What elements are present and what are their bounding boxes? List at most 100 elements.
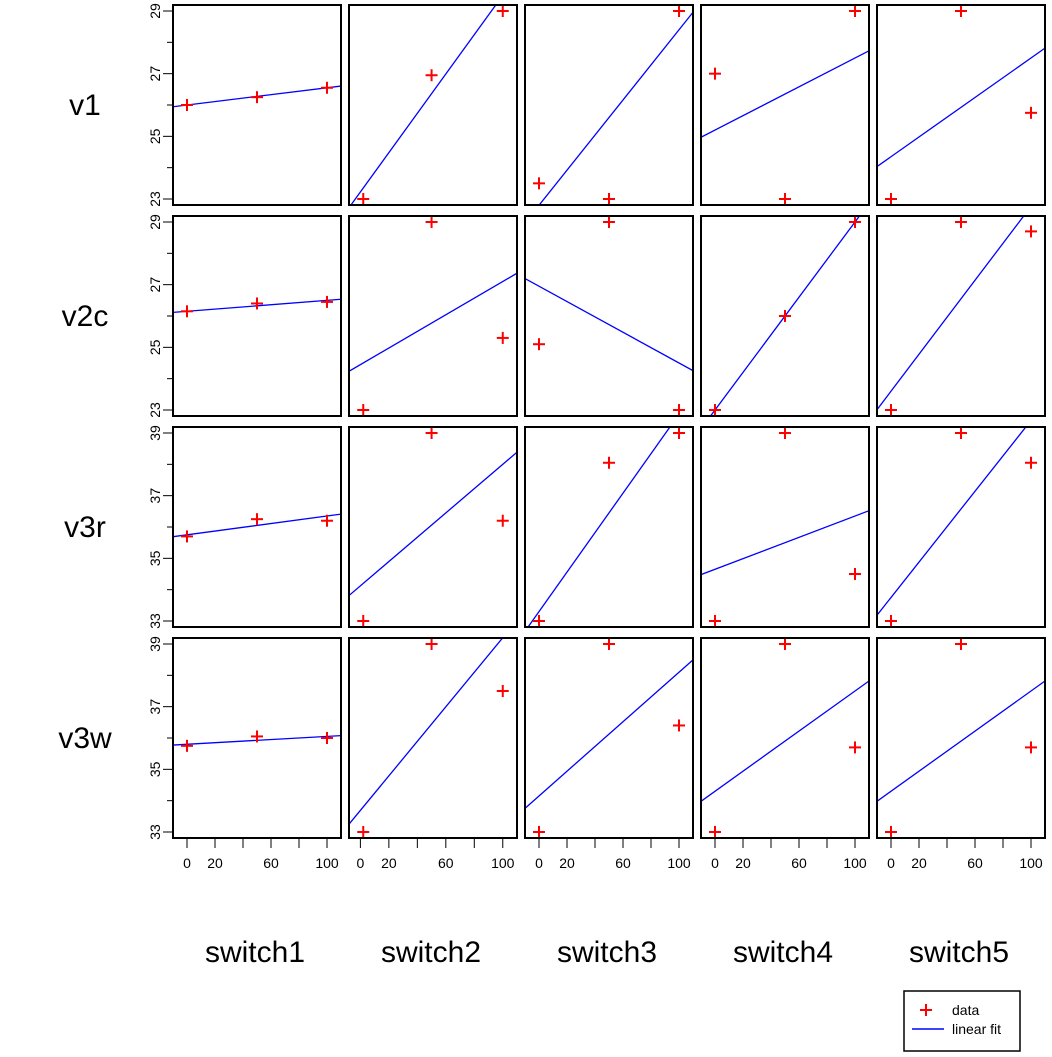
legend-entry-data: data: [920, 1002, 979, 1018]
data-point: [885, 193, 897, 205]
panel-v3r-switch2: [348, 426, 518, 628]
panel-v3w-switch4: 0 20 60 100: [700, 637, 870, 871]
data-point: [849, 568, 861, 580]
data-point: [321, 514, 333, 527]
data-point: [425, 216, 438, 228]
data-point: [496, 331, 509, 344]
y-tick-label: 27: [147, 277, 163, 293]
panel-frame: [876, 4, 1046, 206]
data-point: [321, 732, 333, 744]
data-point: [496, 685, 509, 697]
data-point: [885, 826, 897, 838]
data-point: [955, 638, 967, 650]
data-point: [357, 826, 370, 838]
panel-v2c-switch2: [348, 215, 518, 417]
panel-v3w-switch3: 0 20 60 100: [524, 637, 694, 871]
data-point: [251, 730, 263, 743]
x-tick-label: 0: [356, 855, 364, 871]
data-point: [709, 404, 721, 416]
y-tick-label: 25: [147, 128, 163, 144]
panel-frame: [348, 4, 518, 206]
panel-frame: [172, 4, 342, 206]
fit-line-v2c-switch3: [525, 277, 693, 372]
data-point: [251, 91, 263, 104]
panel-v2c-switch5: [876, 215, 1046, 417]
data-point: [181, 739, 193, 752]
row-label-v2c: v2c: [62, 300, 109, 333]
data-point: [425, 427, 438, 439]
data-point: [533, 615, 545, 627]
data-point: [709, 615, 721, 627]
panel-v1-switch4: [700, 4, 870, 206]
data-point: [849, 5, 861, 17]
fit-line-v2c-switch5: [877, 216, 1025, 411]
y-tick-label: 33: [147, 613, 163, 629]
x-tick-label: 60: [615, 855, 631, 871]
column-label-switch2: switch2: [381, 936, 481, 969]
data-point: [533, 338, 545, 351]
x-tick-label: 20: [381, 855, 397, 871]
data-point: [181, 530, 193, 543]
x-tick-label: 0: [183, 855, 191, 871]
data-point: [779, 638, 791, 650]
x-tick-label: 20: [559, 855, 575, 871]
data-point: [885, 615, 897, 627]
data-point: [779, 193, 791, 205]
fit-line-v3r-switch4: [701, 510, 869, 576]
fit-line-v3w-switch3: [525, 659, 693, 809]
panel-frame: [524, 4, 694, 206]
row-label-v3w: v3w: [58, 722, 112, 755]
data-point: [321, 295, 333, 308]
y-tick-label: 35: [147, 550, 163, 566]
panel-frame: [876, 426, 1046, 628]
data-point: [673, 404, 685, 416]
panel-v1-switch1: 23 25 27 29: [147, 3, 342, 207]
panel-frame: [348, 215, 518, 417]
row-label-v1: v1: [69, 89, 101, 122]
fit-line-v2c-switch2: [349, 272, 517, 372]
fit-line-v3w-switch5: [877, 680, 1045, 802]
data-point: [1025, 456, 1037, 469]
panel-v3w-switch5: 0 20 60 100: [876, 637, 1046, 871]
x-tick-label: 60: [967, 855, 983, 871]
y-tick-label: 35: [147, 761, 163, 777]
x-tick-label: 20: [207, 855, 223, 871]
x-tick-label: 0: [535, 855, 543, 871]
data-point: [673, 5, 685, 17]
data-point: [496, 5, 509, 17]
x-tick-label: 100: [491, 855, 515, 871]
x-tick-label: 60: [263, 855, 279, 871]
column-label-switch5: switch5: [909, 936, 1009, 969]
fit-line-v3r-switch3: [527, 427, 671, 627]
data-point: [603, 456, 615, 469]
legend-entry-linear-fit: linear fit: [912, 1021, 1001, 1037]
panel-frame: [524, 637, 694, 839]
legend-label-linear-fit: linear fit: [952, 1021, 1001, 1037]
x-tick-label: 20: [735, 855, 751, 871]
data-point: [1025, 741, 1037, 754]
panel-v3r-switch5: [876, 426, 1046, 628]
panel-frame: [876, 215, 1046, 417]
panel-frame: [524, 215, 694, 417]
panel-v1-switch2: [348, 4, 518, 206]
fit-line-v1-switch3: [538, 11, 693, 205]
panels-layer: 23 25 27 29 23 25 27 29 33 35 37 39 33 35 37 39 0 20 60 100…: [147, 3, 1046, 871]
fit-line-v1-switch2: [350, 5, 497, 205]
y-tick-label: 39: [147, 425, 163, 441]
y-tick-label: 39: [147, 636, 163, 652]
data-point: [357, 404, 370, 416]
data-point: [885, 404, 897, 416]
legend-box: [903, 990, 1021, 1052]
labels-layer: v1 v2c v3r v3w switch1 switch2 switch3 switch4 s…: [58, 89, 1009, 969]
x-tick-label: 20: [911, 855, 927, 871]
data-point: [496, 514, 509, 527]
panel-v3w-switch1: 33 35 37 39 0 20 60 100: [147, 636, 342, 871]
panel-frame: [876, 637, 1046, 839]
fit-line-v3w-switch4: [701, 680, 869, 802]
panel-v3r-switch1: 33 35 37 39: [147, 425, 342, 629]
data-point: [425, 638, 438, 650]
fit-line-v3r-switch2: [349, 451, 517, 597]
data-point: [603, 638, 615, 650]
data-point: [181, 305, 193, 318]
